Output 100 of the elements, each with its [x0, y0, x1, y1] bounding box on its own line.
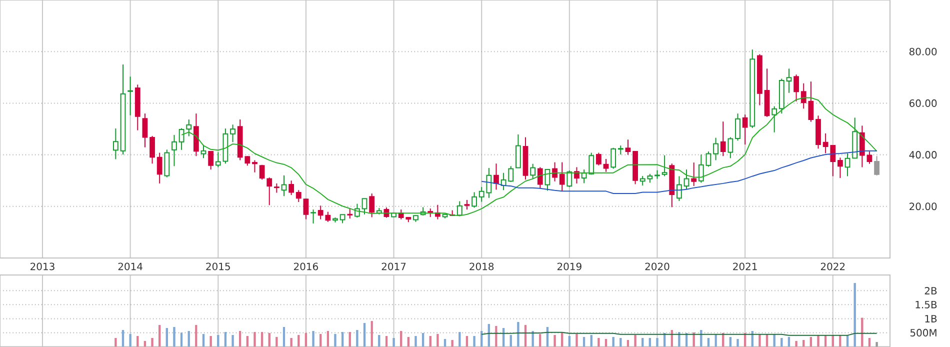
bar [576, 334, 578, 347]
bar [363, 323, 366, 347]
candlestick [618, 145, 624, 156]
candlestick [252, 160, 258, 173]
bar [210, 336, 212, 347]
bar [554, 334, 556, 347]
bar [780, 338, 783, 347]
x-tick-label: 2019 [557, 262, 582, 270]
bar [122, 330, 124, 347]
bar [758, 334, 761, 347]
candlestick [472, 192, 477, 208]
bar [561, 333, 564, 347]
candlestick [838, 157, 843, 179]
candlestick [178, 128, 184, 150]
candlestick [786, 68, 792, 94]
y-tick-label: 80.00 [909, 48, 937, 56]
bar [656, 338, 658, 347]
bar [129, 334, 132, 347]
candlestick [574, 166, 580, 184]
candlestick [456, 200, 462, 217]
bar [188, 331, 190, 347]
bar [692, 332, 695, 347]
bar [451, 340, 454, 347]
candlestick [794, 74, 799, 102]
bar [276, 337, 278, 347]
x-tick-label: 2016 [294, 262, 318, 270]
candlestick [706, 150, 712, 168]
bar [517, 322, 520, 347]
candlestick [859, 125, 865, 168]
x-tick-label: 2020 [645, 262, 670, 270]
x-tick-label: 2014 [118, 262, 142, 270]
bar [400, 331, 402, 347]
bar [473, 336, 476, 347]
candlestick [552, 162, 558, 182]
bar [334, 334, 336, 347]
bar [773, 334, 776, 347]
x-tick-label: 2018 [470, 262, 494, 270]
candlestick [625, 139, 631, 156]
bar [232, 334, 234, 347]
candlestick [172, 134, 177, 167]
candlestick [354, 203, 360, 218]
bar [598, 338, 600, 347]
candlestick [866, 150, 872, 164]
x-tick-label: 2017 [382, 262, 406, 270]
candlestick [735, 113, 740, 142]
bar [326, 331, 330, 347]
candlestick [230, 124, 236, 143]
candlestick [259, 164, 265, 180]
bar [348, 332, 351, 347]
y-tick-label: 2B [924, 286, 937, 294]
bar [817, 334, 820, 347]
candlestick [684, 169, 690, 190]
bar [341, 332, 344, 347]
candlestick [566, 170, 572, 188]
bar [458, 332, 461, 347]
bar [166, 328, 168, 347]
bar [224, 332, 227, 347]
bar [861, 318, 864, 347]
candlestick [530, 163, 536, 180]
bar [532, 331, 534, 347]
candlestick [464, 199, 470, 210]
candlestick [310, 208, 316, 224]
candlestick [713, 137, 718, 161]
candlestick [369, 193, 375, 218]
candlestick [662, 154, 668, 177]
candlestick [208, 150, 214, 170]
x-tick-label: 2013 [30, 262, 54, 270]
bar [158, 324, 161, 347]
candlestick [150, 135, 155, 164]
bar [414, 336, 417, 347]
candlestick [164, 149, 170, 178]
candlestick [288, 180, 294, 196]
y-tick-label: 1B [925, 315, 937, 322]
candlestick [596, 152, 602, 166]
y-tick-label: 40.00 [909, 151, 937, 159]
candlestick [742, 114, 748, 145]
bar [151, 338, 154, 347]
candlestick [281, 174, 287, 197]
candlestick [559, 162, 565, 192]
bar [173, 327, 176, 347]
candlestick [296, 190, 302, 203]
bar [678, 332, 680, 347]
bar [195, 324, 198, 347]
y-tick-label: 500M [910, 328, 936, 336]
candlestick [676, 176, 682, 202]
candlestick [186, 118, 192, 137]
bar [612, 337, 614, 347]
bar [114, 338, 117, 347]
y-tick-label: 60.00 [909, 99, 937, 107]
bar [436, 334, 439, 347]
x-tick-label: 2015 [206, 262, 230, 270]
bar [876, 342, 878, 347]
candlestick [112, 128, 118, 160]
y-tick-label: 1.5B [916, 301, 937, 308]
candlestick [698, 154, 704, 184]
bar [282, 327, 286, 347]
bar [290, 338, 292, 347]
bar [202, 334, 205, 347]
candlestick [347, 208, 353, 220]
candlestick [515, 134, 521, 168]
